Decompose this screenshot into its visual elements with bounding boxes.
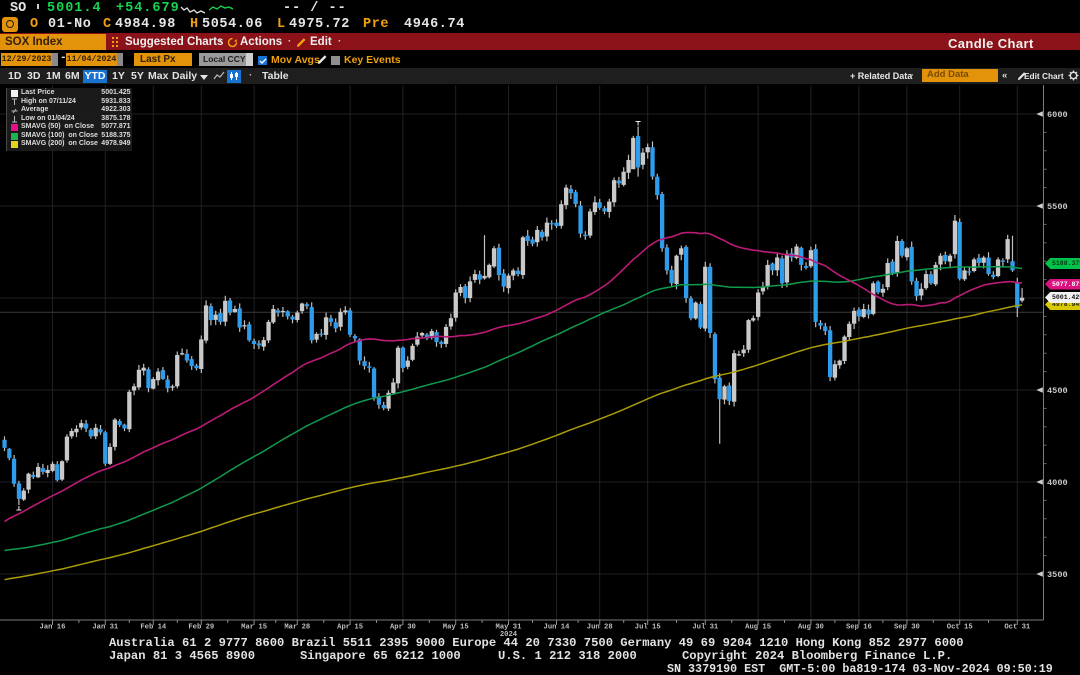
svg-text:May 15: May 15 xyxy=(443,624,469,632)
svg-text:3500: 3500 xyxy=(1047,570,1068,580)
svg-text:Apr 30: Apr 30 xyxy=(390,624,416,632)
svg-text:Mar 15: Mar 15 xyxy=(241,624,267,632)
svg-text:Jul 31: Jul 31 xyxy=(692,624,719,632)
svg-text:Feb 14: Feb 14 xyxy=(140,624,167,632)
svg-text:6000: 6000 xyxy=(1047,110,1068,120)
svg-text:4000: 4000 xyxy=(1047,478,1068,488)
svg-text:Aug 15: Aug 15 xyxy=(745,624,771,632)
svg-text:May 31: May 31 xyxy=(496,624,523,632)
svg-text:Feb 29: Feb 29 xyxy=(188,624,214,632)
svg-text:Sep 16: Sep 16 xyxy=(846,624,872,632)
svg-text:Aug 30: Aug 30 xyxy=(798,624,824,632)
svg-text:Jun 14: Jun 14 xyxy=(544,624,571,632)
svg-text:5500: 5500 xyxy=(1047,202,1068,212)
svg-text:Oct 15: Oct 15 xyxy=(947,624,973,632)
svg-text:Jan 16: Jan 16 xyxy=(40,624,66,632)
svg-text:Jun 28: Jun 28 xyxy=(587,624,613,632)
svg-text:Jul 15: Jul 15 xyxy=(635,624,661,632)
svg-text:4500: 4500 xyxy=(1047,386,1068,396)
svg-text:Jan 31: Jan 31 xyxy=(92,624,119,632)
svg-text:2024: 2024 xyxy=(500,631,518,639)
svg-text:Mar 28: Mar 28 xyxy=(284,624,310,632)
svg-text:Sep 30: Sep 30 xyxy=(894,624,920,632)
svg-text:Apr 15: Apr 15 xyxy=(337,624,363,632)
svg-text:Oct 31: Oct 31 xyxy=(1004,624,1031,632)
